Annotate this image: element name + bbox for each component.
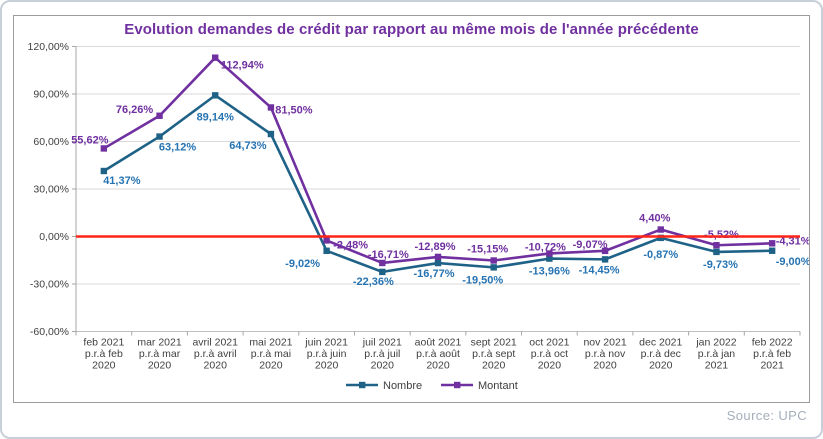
data-point-marker <box>768 247 776 254</box>
series-nombre-line <box>100 92 776 276</box>
data-label: -2,48% <box>333 239 368 251</box>
data-label: -16,71% <box>368 249 409 261</box>
gridlines <box>72 46 801 336</box>
data-label: 55,62% <box>71 134 109 146</box>
data-label: 81,50% <box>275 104 313 116</box>
y-tick-label: 60,00% <box>33 136 69 148</box>
data-point-marker <box>100 167 108 175</box>
data-label: 41,37% <box>103 175 141 187</box>
legend-label: Montant <box>478 380 518 392</box>
data-label: -9,00% <box>776 256 809 268</box>
data-label: -15,15% <box>467 243 508 255</box>
data-label: 4,40% <box>639 213 670 225</box>
y-tick-label: 90,00% <box>33 89 69 101</box>
data-label: 63,12% <box>159 142 197 154</box>
data-label: -0,87% <box>643 249 678 261</box>
y-tick-label: 120,00% <box>28 41 69 53</box>
data-point-marker <box>713 242 720 249</box>
data-point-marker <box>212 54 219 61</box>
x-tick-label: avril 2021 p.r.à avril 2020 <box>192 337 238 372</box>
chart-container: Evolution demandes de crédit par rapport… <box>13 15 810 403</box>
data-point-marker <box>490 257 497 264</box>
data-point-marker <box>100 145 108 152</box>
source-label: Source: UPC <box>726 408 807 423</box>
data-label: -9,02% <box>285 258 320 270</box>
data-label: -4,31% <box>776 235 809 247</box>
data-point-marker <box>156 112 163 119</box>
x-tick-label: mar 2021 p.r.à mar 2020 <box>137 337 182 372</box>
y-tick-label: -60,00% <box>30 326 69 338</box>
data-point-marker <box>713 248 720 256</box>
data-point-marker <box>212 92 219 99</box>
x-tick-label: juin 2021 p.r.à juin 2020 <box>304 337 348 372</box>
data-labels-nombre: 41,37% 63,12% 89,14% 64,73% -9,02% -22,36% -16… <box>103 111 809 288</box>
data-point-marker <box>267 104 275 111</box>
legend-square-marker <box>454 381 461 389</box>
data-point-marker <box>601 256 609 263</box>
data-label: 89,14% <box>197 111 235 123</box>
line-chart-plot: 120,00% 90,00% 60,00% 30,00% 0,00% -30,00% -60… <box>28 41 809 392</box>
legend-item-nombre: Nombre <box>346 380 422 392</box>
data-point-marker <box>434 259 442 267</box>
y-tick-label: 30,00% <box>33 184 69 196</box>
x-tick-label: mai 2021 p.r.à mai 2020 <box>249 337 292 372</box>
x-tick-label: feb 2022 p.r.à feb 2021 <box>752 337 793 372</box>
chart-title: Evolution demandes de crédit par rapport… <box>124 21 699 38</box>
data-label: 112,94% <box>221 60 264 72</box>
data-label: -10,72% <box>525 241 566 253</box>
data-label: -16,77% <box>414 268 455 280</box>
legend-item-montant: Montant <box>441 380 518 392</box>
y-tick-label: 0,00% <box>39 231 69 243</box>
x-axis-labels: feb 2021 p.r.à feb 2020 mar 2021 p.r.à mar 20… <box>83 337 792 372</box>
data-label: 76,26% <box>116 104 154 116</box>
x-tick-label: oct 2021 p.r.à oct 2020 <box>529 337 569 372</box>
data-label: -22,36% <box>353 276 394 288</box>
data-point-marker <box>601 247 609 255</box>
y-tick-label: -30,00% <box>30 279 69 291</box>
x-tick-label: feb 2021 p.r.à feb 2020 <box>83 337 124 372</box>
x-tick-label: juil 2021 p.r.à juil 2020 <box>362 337 402 372</box>
x-tick-label: sept 2021 p.r.à sept 2020 <box>471 337 517 372</box>
data-point-marker <box>156 133 163 140</box>
data-label: -12,89% <box>415 241 456 253</box>
data-labels-montant: 55,62% 76,26% 112,94% 81,50% -2,48%-16,71% -1… <box>71 60 809 261</box>
data-point-marker <box>546 250 553 257</box>
data-point-marker <box>657 234 664 242</box>
data-label: -13,96% <box>529 266 570 278</box>
data-point-marker <box>490 264 497 271</box>
data-label: -9,07% <box>573 239 608 251</box>
data-point-marker <box>323 247 330 254</box>
data-point-marker <box>379 259 386 267</box>
x-tick-label: jan 2022 p.r.à jan 2021 <box>695 337 736 372</box>
data-label: -14,45% <box>579 264 620 276</box>
legend-label: Nombre <box>383 380 422 392</box>
data-point-marker <box>768 240 776 247</box>
legend: Nombre Montant <box>346 380 518 392</box>
data-point-marker <box>657 226 664 233</box>
data-point-marker <box>379 268 386 276</box>
x-tick-label: nov 2021 p.r.à nov 2020 <box>583 337 626 372</box>
x-tick-label: août 2021 p.r.à août 2020 <box>415 337 462 372</box>
data-point-marker <box>434 253 442 261</box>
data-label: -9,73% <box>703 259 738 271</box>
data-point-marker <box>323 237 330 244</box>
series-montant-line <box>100 54 776 267</box>
data-point-marker <box>267 130 275 138</box>
y-axis-labels: 120,00% 90,00% 60,00% 30,00% 0,00% -30,00% -60… <box>28 41 69 338</box>
data-label: -19,50% <box>462 274 503 286</box>
legend-square-marker <box>359 381 366 389</box>
data-label: 64,73% <box>229 140 267 152</box>
x-tick-label: dec 2021 p.r.à dec 2020 <box>639 337 682 372</box>
data-point-marker <box>546 255 553 262</box>
